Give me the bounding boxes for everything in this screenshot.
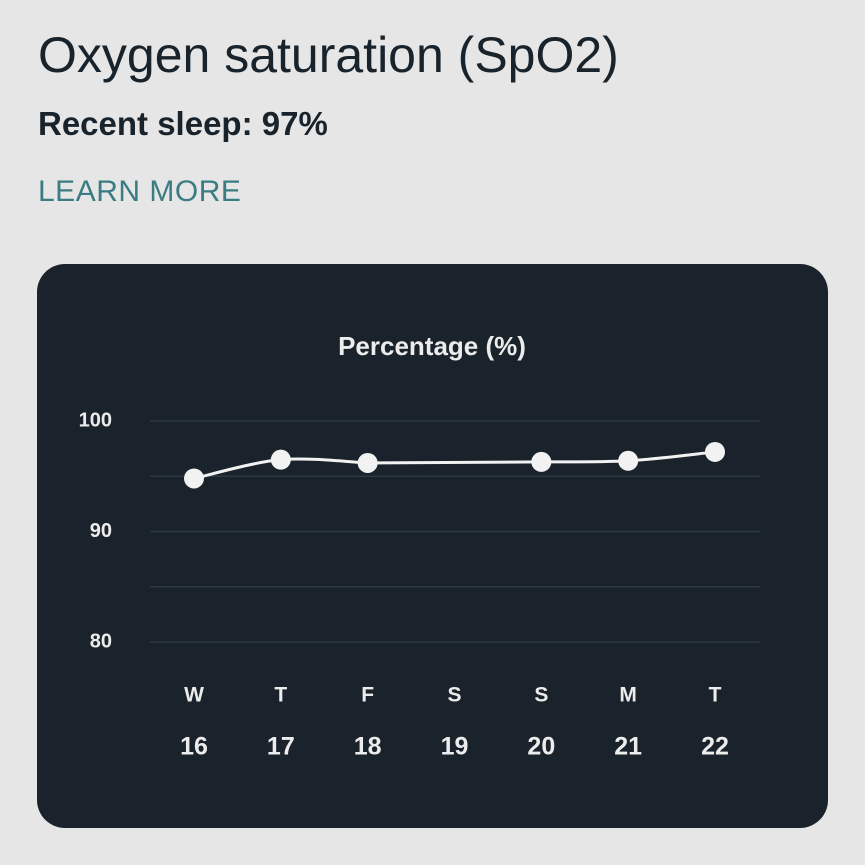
x-tick-label: M [619, 684, 637, 707]
x-date-label: 19 [441, 733, 469, 761]
gap-connector [367, 460, 542, 465]
x-date-label: 22 [701, 733, 729, 761]
page-title: Oxygen saturation (SpO2) [38, 27, 619, 83]
x-date-label: 21 [614, 733, 642, 761]
x-date-label: 16 [180, 733, 208, 761]
point [357, 452, 378, 473]
x-tick-label: T [274, 684, 287, 707]
x-tick-label: W [184, 684, 204, 707]
x-date-label: 20 [527, 733, 555, 761]
x-tick-label: F [361, 684, 374, 707]
learn-more-link[interactable]: LEARN MORE [38, 175, 242, 208]
x-tick-label: S [534, 684, 548, 707]
point [184, 468, 204, 489]
point [531, 451, 552, 472]
y-tick-label: 80 [90, 630, 112, 652]
y-tick-label: 100 [79, 409, 112, 431]
point [618, 450, 639, 471]
point [705, 441, 725, 462]
y-tick-label: 90 [90, 520, 112, 542]
x-date-label: 18 [354, 733, 382, 761]
point [270, 449, 291, 470]
chart-title: Percentage (%) [338, 331, 526, 361]
chart-card [37, 264, 828, 828]
x-tick-label: T [709, 684, 722, 707]
x-date-label: 17 [267, 733, 295, 761]
recent-sleep: Recent sleep: 97% [38, 105, 328, 142]
x-tick-label: S [447, 684, 461, 707]
